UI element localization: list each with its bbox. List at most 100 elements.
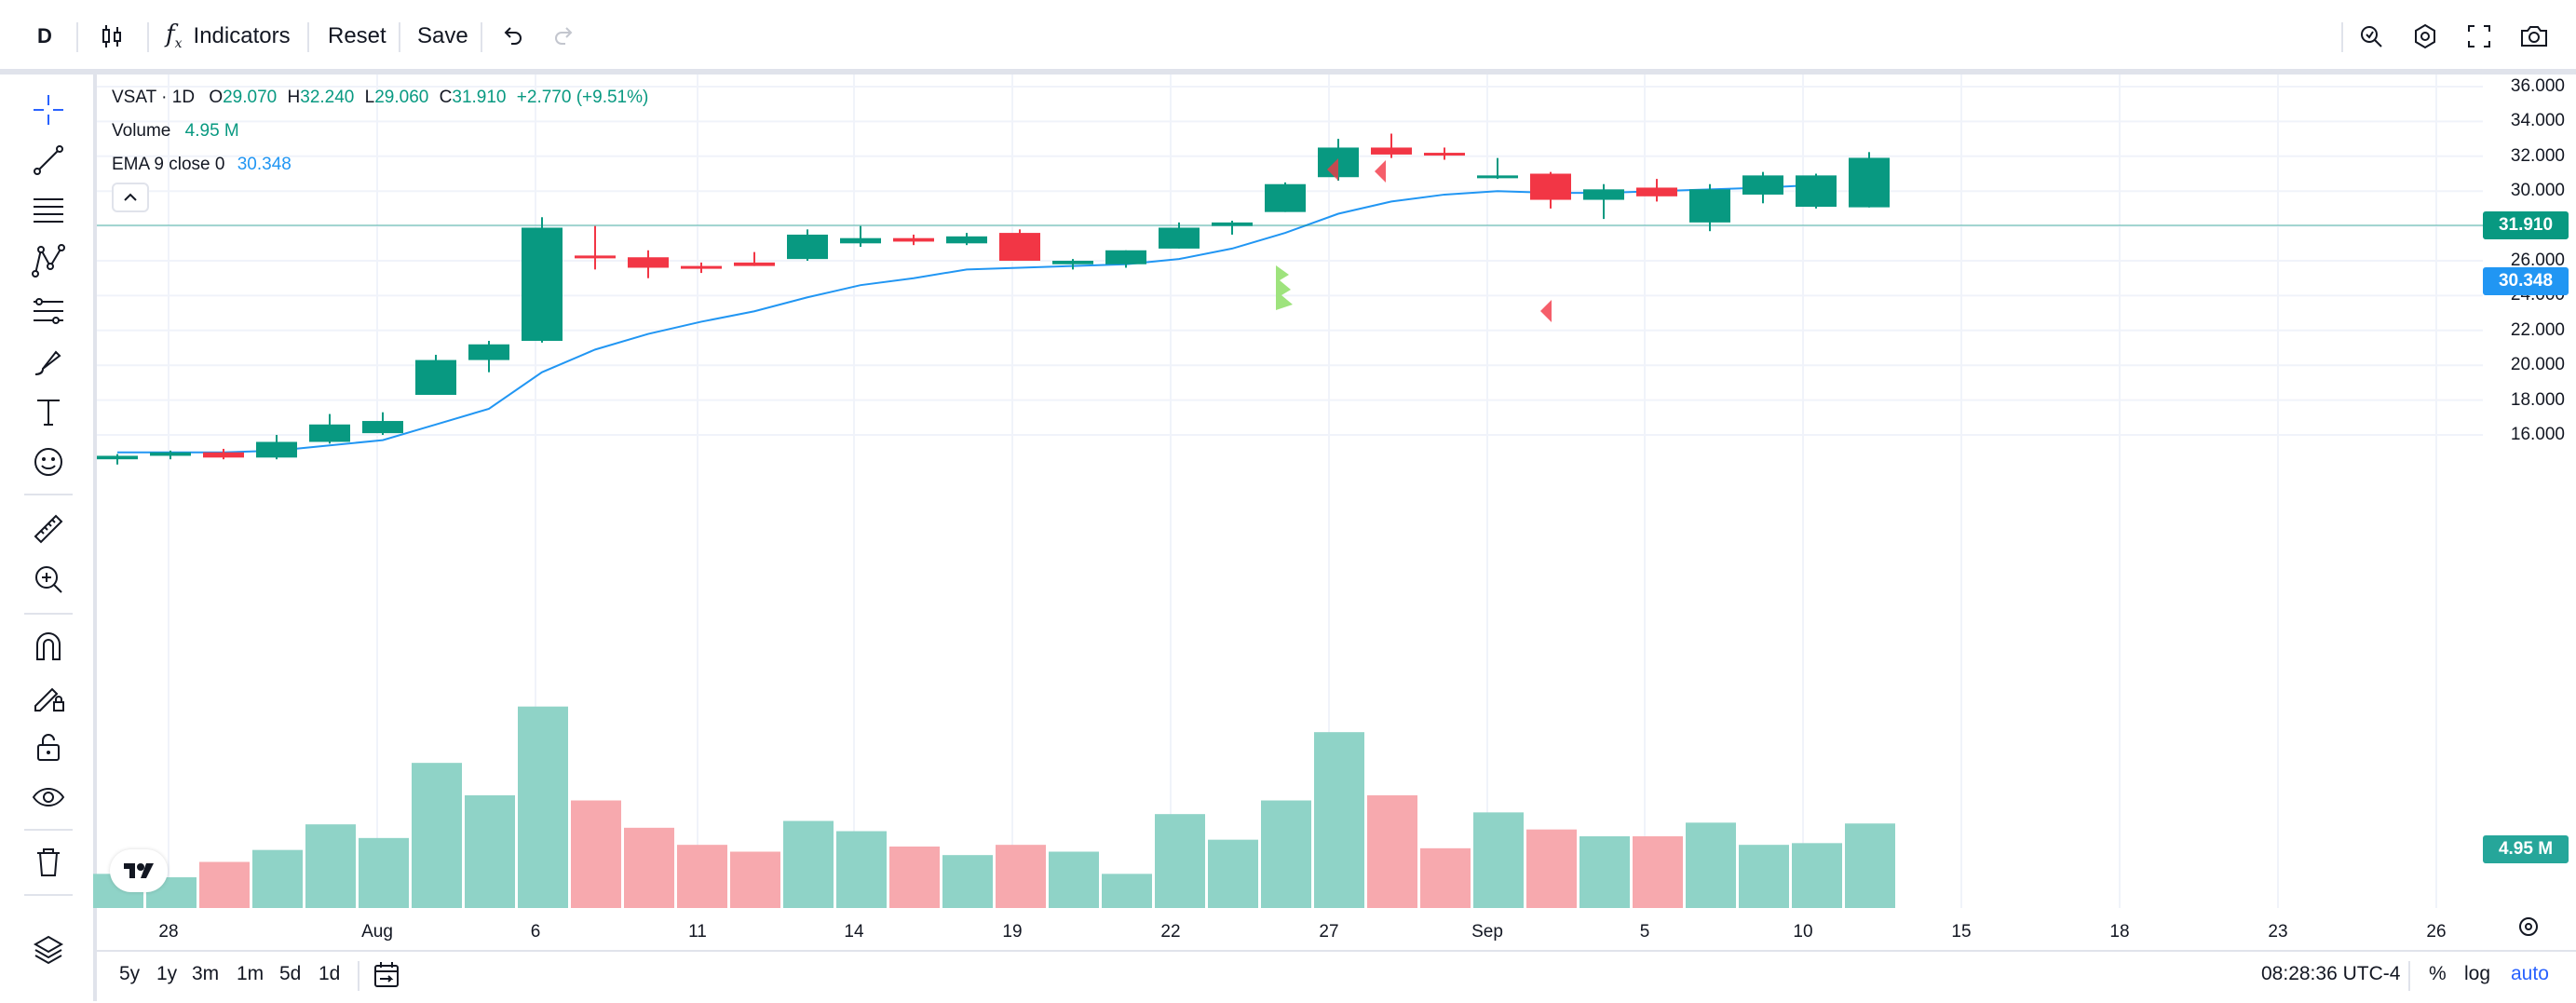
lock-all-tool[interactable] bbox=[28, 726, 69, 767]
ema-label: EMA 9 close 0 bbox=[112, 155, 225, 174]
indicators-button[interactable]: fx Indicators bbox=[166, 13, 291, 60]
volume-bar bbox=[1420, 847, 1471, 908]
clock-time[interactable]: 08:28:36 UTC-4 bbox=[2261, 963, 2401, 984]
candle-body bbox=[1530, 173, 1571, 200]
candle-body bbox=[1689, 189, 1730, 223]
price-tick-label: 32.000 bbox=[2510, 145, 2565, 166]
lock-drawing-tool[interactable] bbox=[28, 676, 69, 717]
volume-bar bbox=[1739, 845, 1789, 908]
change-value: +2.770 (+9.51%) bbox=[516, 88, 649, 107]
volume-bar bbox=[942, 855, 993, 908]
volume-label: Volume bbox=[112, 121, 171, 141]
date-tick-label: 26 bbox=[2426, 922, 2447, 942]
range-button-5d[interactable]: 5d bbox=[279, 963, 302, 984]
candle-body bbox=[256, 441, 297, 458]
candle-body bbox=[309, 424, 350, 442]
fullscreen-button[interactable] bbox=[2464, 13, 2494, 60]
candle-body bbox=[362, 421, 403, 434]
toolbar-divider bbox=[481, 22, 482, 52]
grid bbox=[97, 75, 2483, 908]
volume-bar bbox=[624, 827, 674, 908]
toolbar-divider bbox=[24, 613, 73, 615]
toolbar-divider bbox=[358, 961, 359, 991]
zoom-tool[interactable] bbox=[28, 559, 69, 600]
redo-button[interactable] bbox=[551, 13, 577, 60]
toolbar-divider bbox=[2341, 22, 2343, 52]
ema-price-tag: 30.348 bbox=[2483, 267, 2569, 295]
volume-bar bbox=[305, 824, 356, 908]
chart-type-button[interactable] bbox=[97, 13, 127, 60]
log-toggle[interactable]: log bbox=[2464, 963, 2491, 984]
signal-markers bbox=[1276, 158, 1552, 322]
collapse-legend-button[interactable] bbox=[112, 183, 149, 212]
price-tick-label: 34.000 bbox=[2510, 111, 2565, 131]
volume-bar bbox=[359, 837, 409, 908]
measure-tool[interactable] bbox=[28, 508, 69, 549]
volume-legend[interactable]: Volume 4.95 M bbox=[112, 121, 239, 142]
save-button[interactable]: Save bbox=[417, 23, 468, 48]
open-label: O bbox=[209, 88, 224, 107]
reset-button[interactable]: Reset bbox=[328, 23, 386, 48]
candle-body bbox=[1105, 250, 1146, 264]
fib-tool[interactable] bbox=[28, 190, 69, 231]
sell-marker bbox=[1327, 158, 1338, 181]
close-label: C bbox=[439, 88, 453, 107]
object-tree-tool[interactable] bbox=[28, 929, 69, 970]
volume-value: 4.95 M bbox=[184, 121, 239, 141]
symbol-label[interactable]: VSAT · 1D bbox=[112, 88, 196, 107]
screenshot-button[interactable] bbox=[2518, 13, 2550, 60]
settings-button[interactable] bbox=[2410, 13, 2440, 60]
drawing-toolbar bbox=[0, 75, 97, 1001]
date-tick-label: 28 bbox=[158, 922, 179, 942]
trend-line-tool[interactable] bbox=[28, 140, 69, 181]
price-tick-label: 30.000 bbox=[2510, 181, 2565, 201]
brush-tool[interactable] bbox=[28, 341, 69, 382]
volume-bar bbox=[1845, 823, 1895, 908]
range-button-1m[interactable]: 1m bbox=[237, 963, 264, 984]
camera-icon bbox=[2521, 26, 2547, 47]
tv-logo-icon bbox=[124, 863, 154, 878]
price-tick-label: 22.000 bbox=[2510, 319, 2565, 340]
quick-search-button[interactable] bbox=[2356, 13, 2386, 60]
pattern-tool[interactable] bbox=[28, 240, 69, 281]
range-button-1d[interactable]: 1d bbox=[319, 963, 341, 984]
goto-date-button[interactable] bbox=[371, 959, 402, 996]
auto-scale-toggle[interactable]: auto bbox=[2511, 963, 2549, 984]
close-value: 31.910 bbox=[452, 88, 507, 107]
text-icon bbox=[37, 400, 60, 426]
volume-bar bbox=[783, 820, 834, 908]
range-button-5y[interactable]: 5y bbox=[119, 963, 141, 984]
date-tick-label: 14 bbox=[844, 922, 864, 942]
ohlc-legend: VSAT · 1D O29.070 H32.240 L29.060 C31.91… bbox=[112, 88, 648, 108]
range-button-3m[interactable]: 3m bbox=[192, 963, 220, 984]
delete-tool[interactable] bbox=[28, 842, 69, 883]
range-button-1y[interactable]: 1y bbox=[156, 963, 178, 984]
forecast-tool[interactable] bbox=[28, 291, 69, 332]
emoji-tool[interactable] bbox=[28, 441, 69, 482]
axis-settings-button[interactable] bbox=[2515, 913, 2542, 945]
undo-button[interactable] bbox=[499, 13, 525, 60]
last-price-tag: 31.910 bbox=[2483, 211, 2569, 239]
high-label: H bbox=[287, 88, 301, 107]
percent-toggle[interactable]: % bbox=[2429, 963, 2447, 984]
candle-body bbox=[203, 452, 244, 458]
tradingview-logo[interactable] bbox=[110, 849, 168, 892]
date-tick-label: 11 bbox=[688, 922, 707, 942]
price-axis[interactable]: 36.00034.00032.00030.00028.00026.00024.0… bbox=[2483, 75, 2576, 950]
low-value: 29.060 bbox=[374, 88, 429, 107]
candle-body bbox=[575, 255, 616, 259]
candle-body bbox=[1212, 222, 1253, 226]
candle-body bbox=[787, 234, 828, 260]
ruler-icon bbox=[34, 514, 63, 544]
hide-drawings-tool[interactable] bbox=[28, 777, 69, 818]
ema-legend[interactable]: EMA 9 close 0 30.348 bbox=[112, 155, 291, 175]
interval-button[interactable]: D bbox=[37, 24, 52, 47]
volume-bar bbox=[1208, 839, 1258, 908]
crosshair-tool[interactable] bbox=[28, 89, 69, 130]
magnet-tool[interactable] bbox=[28, 626, 69, 667]
toolbar-divider bbox=[2408, 961, 2410, 991]
volume-bar bbox=[1367, 795, 1417, 908]
text-tool[interactable] bbox=[28, 391, 69, 432]
toolbar-divider bbox=[24, 894, 73, 896]
